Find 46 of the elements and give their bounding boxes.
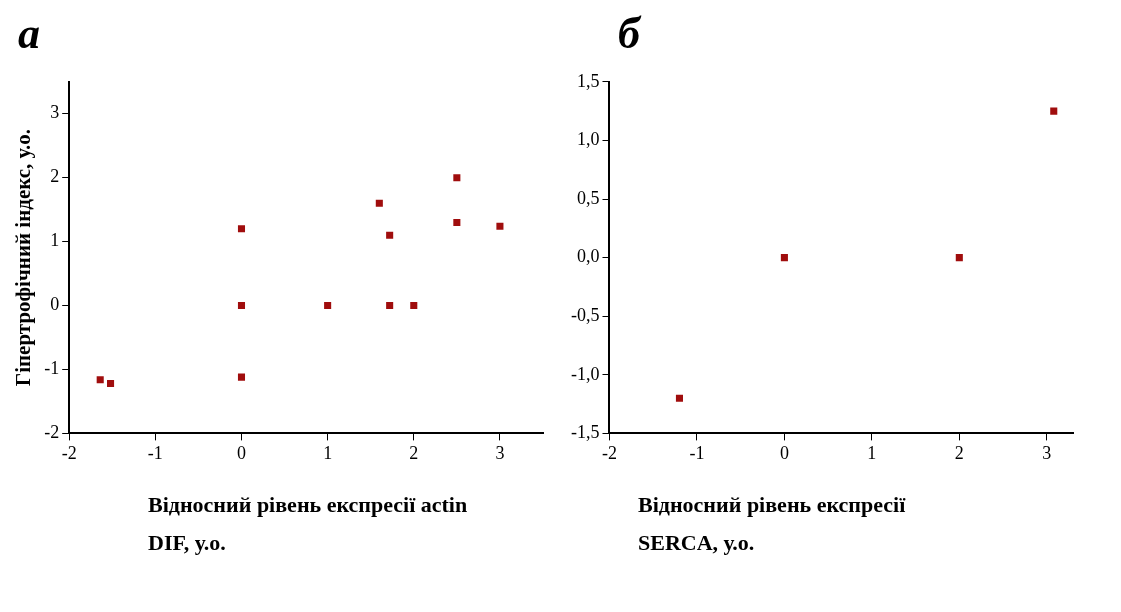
x-tick-label: 0	[236, 442, 246, 463]
point	[96, 376, 104, 384]
y-tick-label: 1,5	[576, 70, 600, 91]
point	[107, 380, 115, 388]
y-axis-title: Гіпертрофічний індекс, у.о.	[11, 129, 36, 387]
x-tick-label: 3	[1042, 442, 1052, 463]
point	[453, 218, 461, 226]
point	[453, 174, 461, 182]
y-tick-label: 1,0	[576, 129, 600, 150]
x-tick-label: -2	[601, 442, 617, 463]
point	[375, 199, 383, 207]
point	[496, 222, 504, 230]
x-tick-label: 1	[867, 442, 877, 463]
y-tick-label: 1	[50, 230, 60, 251]
y-tick-label: -1,0	[570, 363, 600, 384]
x-tick-label: 1	[323, 442, 333, 463]
x-tick-label: -1	[689, 442, 705, 463]
x-tick-label: 3	[495, 442, 505, 463]
y-tick-label: -0,5	[570, 304, 600, 325]
point	[780, 254, 788, 262]
x-tick-label: 0	[779, 442, 789, 463]
x-axis-title: Відносний рівень експресії SERCA, у.о.	[638, 491, 907, 557]
y-tick-label: 3	[50, 102, 60, 123]
x-axis-title: Відносний рівень експресії actin DIF, у.о.	[148, 491, 469, 557]
y-tick-label: 2	[50, 166, 60, 187]
y-tick-label: -2	[44, 422, 60, 443]
point	[1050, 107, 1058, 115]
point	[675, 394, 683, 402]
point	[237, 302, 246, 310]
x-tick-label: 2	[409, 442, 419, 463]
point	[386, 231, 394, 239]
x-tick-label: -1	[147, 442, 163, 463]
y-tick-label: -1	[44, 358, 60, 379]
y-tick-label: 0	[50, 294, 60, 315]
y-tick-label: -1,5	[570, 422, 600, 443]
y-tick-label: 0,0	[576, 246, 600, 267]
y-tick-label: 0,5	[576, 187, 600, 208]
point	[237, 225, 246, 233]
point	[410, 302, 418, 310]
point	[237, 373, 246, 381]
x-tick-label: 2	[954, 442, 964, 463]
chart-title: б	[617, 8, 643, 60]
point	[324, 302, 332, 310]
point	[955, 254, 963, 262]
point	[386, 302, 394, 310]
chart-title: а	[17, 8, 41, 60]
